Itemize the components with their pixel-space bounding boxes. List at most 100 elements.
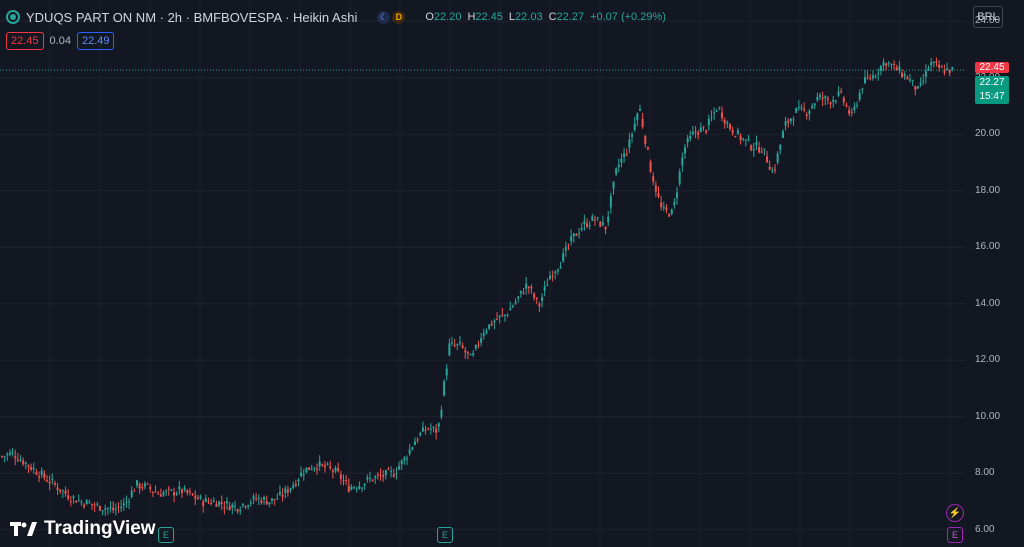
candles	[1, 57, 954, 517]
candle-up	[109, 507, 112, 509]
moon-icon[interactable]: ☾	[377, 10, 391, 24]
candle-down	[38, 476, 41, 478]
candle-up	[403, 457, 406, 461]
candle-up	[451, 342, 454, 344]
candle-up	[390, 470, 393, 472]
candle-down	[935, 61, 938, 63]
candle-down	[943, 70, 946, 73]
candle-up	[233, 505, 236, 507]
candle-down	[866, 76, 869, 78]
candle-up	[252, 496, 255, 499]
candle-up	[861, 88, 864, 90]
candle-up	[170, 489, 173, 491]
candle-up	[620, 158, 623, 163]
candle-down	[56, 487, 59, 490]
candle-up	[413, 441, 416, 446]
candle-up	[858, 92, 861, 100]
candle-up	[811, 106, 814, 108]
candle-up	[32, 468, 35, 470]
candle-down	[660, 202, 663, 208]
candle-up	[874, 76, 877, 78]
y-tick-label: 24.00	[975, 15, 1001, 27]
candle-up	[916, 86, 919, 89]
candle-down	[117, 506, 120, 508]
candle-down	[347, 485, 350, 492]
candle-down	[914, 86, 917, 90]
candle-up	[638, 108, 641, 111]
ohlc-close: C22.27	[548, 11, 585, 23]
candle-down	[138, 483, 141, 489]
candle-up	[670, 209, 673, 215]
candle-down	[646, 147, 649, 150]
earnings-marker[interactable]: E	[158, 527, 174, 543]
candle-up	[707, 118, 710, 126]
bid-button[interactable]: 22.45	[6, 32, 44, 50]
candle-down	[157, 493, 160, 495]
candle-up	[924, 70, 927, 77]
candle-down	[734, 136, 737, 138]
candle-up	[736, 130, 739, 134]
candle-up	[681, 157, 684, 166]
candle-up	[930, 62, 933, 66]
candle-down	[59, 489, 62, 492]
candle-down	[321, 464, 324, 466]
candle-down	[91, 503, 94, 505]
candle-down	[501, 314, 504, 316]
candle-down	[885, 63, 888, 66]
market-status-badges: ☾ D	[377, 10, 406, 24]
candle-up	[101, 510, 104, 512]
candle-up	[824, 96, 827, 99]
y-tick-label: 18.00	[975, 184, 1001, 196]
candle-up	[946, 68, 949, 70]
candle-down	[188, 491, 191, 493]
ask-button[interactable]: 22.49	[76, 32, 115, 50]
candle-down	[593, 219, 596, 221]
candle-down	[575, 233, 578, 236]
candle-up	[903, 74, 906, 77]
symbol-title[interactable]: YDUQS PART ON NM · 2h · BMFBOVESPA · Hei…	[26, 9, 358, 25]
candle-up	[554, 271, 557, 274]
delay-icon[interactable]: D	[392, 10, 406, 24]
candle-down	[210, 502, 213, 505]
candle-up	[797, 106, 800, 108]
lightning-icon[interactable]: ⚡	[946, 504, 964, 522]
candle-up	[482, 333, 485, 336]
earnings-marker[interactable]: E	[437, 527, 453, 543]
candle-down	[83, 504, 86, 507]
candle-down	[337, 468, 340, 471]
candle-up	[813, 103, 816, 106]
candle-down	[112, 507, 115, 511]
candle-down	[27, 464, 30, 467]
candle-up	[120, 506, 123, 509]
candle-up	[241, 503, 244, 506]
earnings-marker-upcoming[interactable]: E	[947, 527, 963, 543]
candle-up	[3, 456, 6, 458]
candle-down	[940, 66, 943, 68]
candle-down	[316, 468, 319, 470]
candle-up	[361, 487, 364, 489]
candle-up	[572, 233, 575, 237]
candle-up	[509, 308, 512, 311]
y-tick-label: 6.00	[975, 523, 995, 535]
candle-up	[882, 62, 885, 66]
candle-down	[64, 490, 67, 494]
candle-down	[286, 489, 289, 493]
candle-down	[424, 429, 427, 431]
candle-up	[204, 498, 207, 502]
currency-button[interactable]: BRL	[973, 6, 1003, 28]
candle-down	[75, 500, 78, 503]
tradingview-logo[interactable]: TradingView	[10, 518, 156, 540]
candle-up	[771, 170, 774, 172]
candle-up	[636, 113, 639, 120]
candle-down	[294, 483, 297, 486]
candle-up	[583, 221, 586, 224]
candle-up	[6, 454, 9, 456]
candle-up	[302, 474, 305, 476]
candle-up	[871, 75, 874, 79]
candle-up	[199, 496, 202, 499]
candle-up	[887, 62, 890, 64]
candle-down	[22, 460, 25, 465]
candle-down	[181, 489, 184, 493]
candle-up	[519, 290, 522, 294]
